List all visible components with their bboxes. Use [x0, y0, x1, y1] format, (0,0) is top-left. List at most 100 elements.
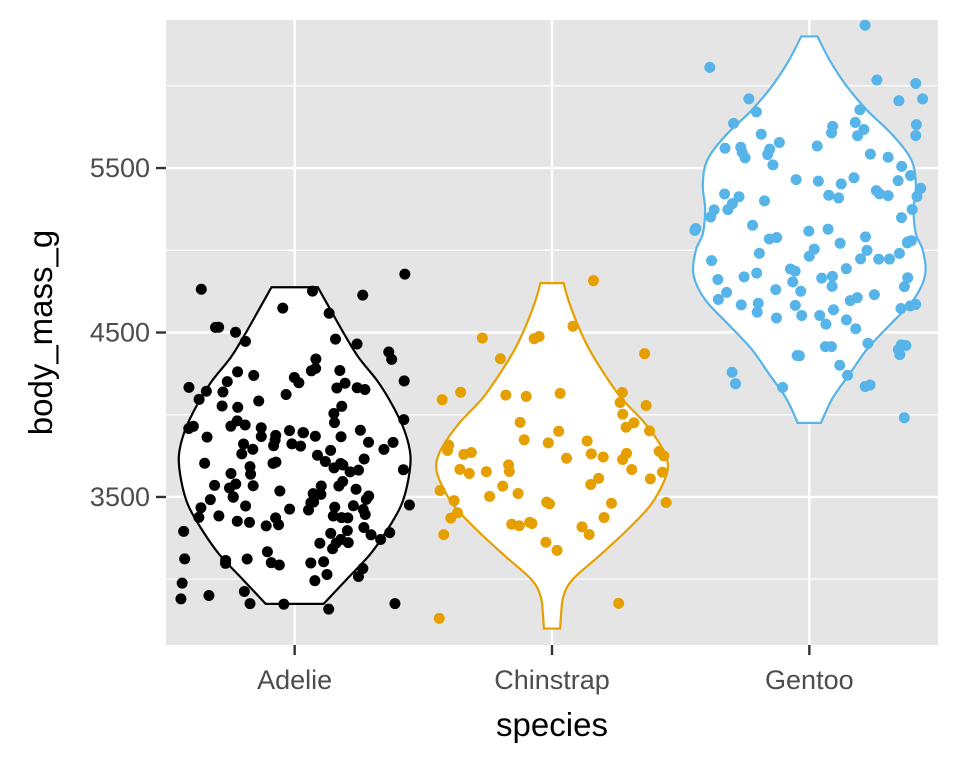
point-chinstrap: [593, 472, 605, 484]
point-adelie: [357, 289, 369, 301]
point-adelie: [375, 534, 387, 546]
point-adelie: [354, 424, 366, 436]
point-adelie: [360, 493, 372, 505]
point-adelie: [352, 464, 364, 476]
point-adelie: [176, 577, 188, 589]
point-gentoo: [708, 204, 720, 216]
point-adelie: [351, 338, 363, 350]
point-chinstrap: [542, 437, 554, 449]
point-gentoo: [752, 297, 764, 309]
point-gentoo: [917, 93, 929, 105]
point-adelie: [284, 503, 296, 515]
point-gentoo: [770, 284, 782, 296]
point-gentoo: [812, 175, 824, 187]
point-adelie: [201, 431, 213, 443]
point-chinstrap: [544, 498, 556, 510]
point-chinstrap: [476, 332, 488, 344]
point-adelie: [314, 537, 326, 549]
point-adelie: [232, 366, 244, 378]
point-adelie: [323, 603, 335, 615]
point-gentoo: [827, 304, 839, 316]
point-gentoo: [712, 293, 724, 305]
point-chinstrap: [455, 386, 467, 398]
point-adelie: [398, 414, 410, 426]
point-adelie: [247, 443, 259, 455]
point-chinstrap: [484, 490, 496, 502]
point-gentoo: [840, 314, 852, 326]
point-gentoo: [726, 366, 738, 378]
point-adelie: [357, 562, 369, 574]
x-axis-title: species: [496, 706, 608, 743]
y-axis: 3500 4500 5500: [90, 153, 166, 512]
point-gentoo: [751, 267, 763, 279]
point-adelie: [347, 500, 359, 512]
point-adelie: [334, 365, 346, 377]
point-adelie: [175, 593, 187, 605]
point-adelie: [341, 525, 353, 537]
point-gentoo: [826, 127, 838, 139]
point-adelie: [325, 527, 337, 539]
point-chinstrap: [621, 447, 633, 459]
point-chinstrap: [433, 612, 445, 624]
point-gentoo: [858, 124, 870, 136]
point-gentoo: [791, 349, 803, 361]
y-axis-title: body_mass_g: [22, 230, 59, 435]
point-adelie: [238, 586, 250, 598]
point-gentoo: [898, 412, 910, 424]
point-adelie: [213, 321, 225, 333]
point-chinstrap: [613, 597, 625, 609]
point-gentoo: [892, 343, 904, 355]
point-gentoo: [895, 302, 907, 314]
point-adelie: [221, 376, 233, 388]
point-adelie: [318, 556, 330, 568]
point-chinstrap: [438, 529, 450, 541]
point-adelie: [244, 598, 256, 610]
point-gentoo: [738, 271, 750, 283]
point-gentoo: [733, 191, 745, 203]
point-adelie: [398, 375, 410, 387]
point-adelie: [267, 457, 279, 469]
point-gentoo: [706, 255, 718, 267]
point-gentoo: [730, 378, 742, 390]
point-gentoo: [833, 192, 845, 204]
point-adelie: [310, 362, 322, 374]
point-adelie: [195, 283, 207, 295]
point-adelie: [352, 571, 364, 583]
point-adelie: [203, 589, 215, 601]
point-gentoo: [855, 253, 867, 265]
point-adelie: [239, 419, 251, 431]
data-points: [175, 19, 929, 624]
point-gentoo: [860, 231, 872, 243]
point-gentoo: [811, 140, 823, 152]
point-adelie: [336, 400, 348, 412]
point-chinstrap: [616, 386, 628, 398]
point-chinstrap: [497, 480, 509, 492]
point-gentoo: [859, 19, 871, 31]
point-gentoo: [747, 219, 759, 231]
point-adelie: [230, 326, 242, 338]
point-adelie: [295, 440, 307, 452]
point-adelie: [179, 553, 191, 565]
point-gentoo: [704, 61, 716, 73]
point-gentoo: [848, 172, 860, 184]
point-gentoo: [822, 223, 834, 235]
point-gentoo: [787, 276, 799, 288]
point-chinstrap: [448, 495, 460, 507]
point-adelie: [286, 438, 298, 450]
point-chinstrap: [617, 408, 629, 420]
point-gentoo: [736, 146, 748, 158]
point-adelie: [213, 510, 225, 522]
point-chinstrap: [465, 446, 477, 458]
point-adelie: [199, 457, 211, 469]
point-adelie: [270, 512, 282, 524]
point-adelie: [333, 480, 345, 492]
point-adelie: [325, 444, 337, 456]
point-gentoo: [750, 106, 762, 118]
point-adelie: [327, 543, 339, 555]
point-adelie: [365, 529, 377, 541]
point-chinstrap: [598, 511, 610, 523]
x-tick-label: Gentoo: [765, 665, 854, 695]
point-gentoo: [893, 95, 905, 107]
point-chinstrap: [587, 275, 599, 287]
point-chinstrap: [653, 445, 665, 457]
